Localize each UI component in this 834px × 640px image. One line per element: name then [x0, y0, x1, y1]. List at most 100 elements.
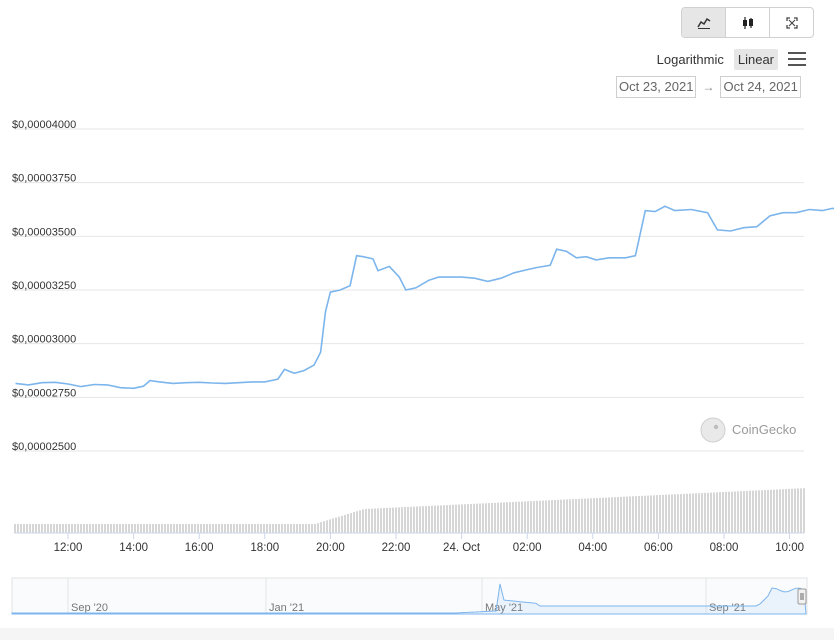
- y-tick-label: $0,00003500: [12, 226, 76, 238]
- volume-bar: [764, 490, 766, 533]
- volume-bar: [713, 492, 715, 533]
- volume-bar: [155, 524, 157, 533]
- volume-bar: [305, 524, 307, 533]
- fullscreen-button[interactable]: [770, 8, 813, 37]
- volume-bar: [608, 497, 610, 533]
- volume-bar: [203, 524, 205, 533]
- volume-bar: [545, 500, 547, 533]
- volume-bar: [596, 497, 598, 533]
- volume-bar: [383, 508, 385, 533]
- volume-bar: [113, 524, 115, 533]
- range-from-input[interactable]: Oct 23, 2021: [616, 76, 697, 98]
- volume-bar: [86, 524, 88, 533]
- x-tick-label: 24. Oct: [443, 542, 481, 554]
- volume-bar: [662, 494, 664, 533]
- volume-bar: [62, 524, 64, 533]
- volume-bar: [770, 489, 772, 533]
- volume-bar: [461, 504, 463, 533]
- volume-bar: [797, 488, 799, 533]
- volume-bar: [374, 508, 376, 533]
- volume-bar: [362, 509, 364, 533]
- volume-bar: [83, 524, 85, 533]
- line-chart-button[interactable]: [682, 8, 726, 37]
- volume-bar: [404, 507, 406, 533]
- volume-bar: [644, 495, 646, 533]
- volume-bar: [302, 524, 304, 533]
- volume-bar: [602, 497, 604, 533]
- volume-bar: [791, 488, 793, 533]
- volume-bar: [245, 524, 247, 533]
- volume-bar: [401, 507, 403, 533]
- volume-bar: [320, 522, 322, 533]
- volume-bar: [137, 524, 139, 533]
- volume-bar: [59, 524, 61, 533]
- volume-bar: [224, 524, 226, 533]
- menu-icon[interactable]: [788, 52, 806, 66]
- volume-bar: [308, 524, 310, 533]
- volume-bar: [500, 502, 502, 533]
- scale-selector: Logarithmic Linear: [600, 48, 806, 70]
- x-axis-labels: 12:00 14:00 16:00 18:00 20:00 22:00 24. Oct 02:…: [54, 533, 804, 554]
- volume-bar: [656, 495, 658, 533]
- volume-bar: [134, 524, 136, 533]
- volume-bar: [74, 524, 76, 533]
- logarithmic-button[interactable]: Logarithmic: [656, 51, 724, 67]
- volume-bar: [716, 492, 718, 533]
- volume-bar: [377, 508, 379, 533]
- volume-bar: [632, 496, 634, 533]
- volume-bar: [329, 519, 331, 533]
- volume-bar: [533, 500, 535, 533]
- volume-bar: [77, 524, 79, 533]
- volume-bar: [617, 497, 619, 533]
- volume-bar: [599, 497, 601, 533]
- navigator-tick-label: Sep '21: [709, 602, 746, 614]
- y-tick-label: $0,00002500: [12, 441, 76, 453]
- volume-bar: [494, 502, 496, 533]
- volume-bar: [293, 524, 295, 533]
- volume-bar: [41, 524, 43, 533]
- volume-bar: [620, 496, 622, 533]
- volume-bar: [200, 524, 202, 533]
- range-arrow-icon: →: [702, 80, 715, 94]
- volume-bar: [470, 503, 472, 533]
- volume-bar: [605, 497, 607, 533]
- volume-bar: [455, 504, 457, 533]
- volume-bar: [491, 502, 493, 533]
- volume-bar: [266, 524, 268, 533]
- y-axis-labels: $0,00004000 $0,00003750 $0,00003500 $0,0000…: [12, 119, 76, 453]
- volume-bar: [755, 490, 757, 533]
- volume-bar: [269, 524, 271, 533]
- linear-button[interactable]: Linear: [733, 48, 778, 70]
- volume-bar: [215, 524, 217, 533]
- navigator-handle[interactable]: [797, 588, 807, 605]
- volume-bar: [179, 524, 181, 533]
- volume-bar: [473, 503, 475, 533]
- volume-bar: [569, 499, 571, 533]
- volume-bar: [635, 496, 637, 533]
- volume-bar: [197, 524, 199, 533]
- candlestick-button[interactable]: [726, 8, 770, 37]
- volume-bar: [260, 524, 262, 533]
- grid-lines: [14, 128, 804, 452]
- volume-bar: [578, 498, 580, 533]
- volume-bar: [152, 524, 154, 533]
- volume-bar: [794, 488, 796, 533]
- volume-bar: [431, 505, 433, 533]
- range-to-input[interactable]: Oct 24, 2021: [720, 76, 801, 98]
- volume-bar: [587, 498, 589, 533]
- volume-bar: [323, 521, 325, 533]
- volume-bar: [278, 524, 280, 533]
- volume-bar: [356, 511, 358, 533]
- x-tick-label: 04:00: [578, 542, 607, 554]
- volume-bar: [773, 489, 775, 533]
- volume-bar: [176, 524, 178, 533]
- volume-bar: [704, 492, 706, 533]
- volume-bar: [692, 493, 694, 533]
- volume-bar: [707, 492, 709, 533]
- volume-bar: [647, 495, 649, 533]
- volume-bar: [425, 506, 427, 533]
- volume-bar: [284, 524, 286, 533]
- volume-bar: [611, 497, 613, 533]
